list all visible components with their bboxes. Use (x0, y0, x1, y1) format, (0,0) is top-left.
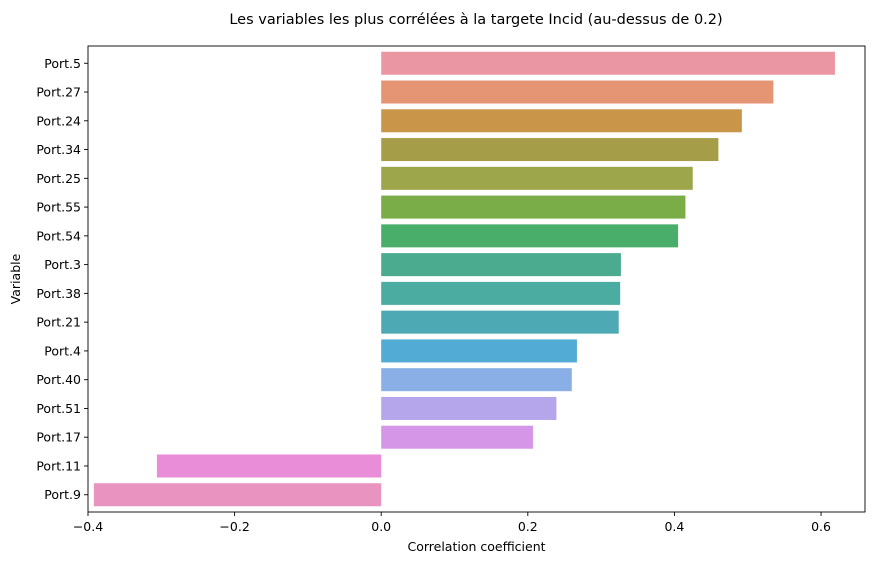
bar-port-5 (381, 51, 835, 75)
x-tick-label: 0.6 (811, 519, 831, 534)
bar-port-38 (381, 281, 621, 305)
y-tick-label: Port.38 (36, 286, 81, 301)
y-tick-label: Port.27 (36, 85, 81, 100)
bar-port-17 (381, 425, 533, 449)
bar-port-3 (381, 253, 621, 277)
y-tick-label: Port.25 (36, 171, 81, 186)
y-tick-label: Port.4 (44, 343, 81, 358)
bar-port-24 (381, 109, 742, 133)
y-tick-label: Port.21 (36, 315, 81, 330)
y-tick-label: Port.55 (36, 200, 81, 215)
bar-port-54 (381, 224, 679, 248)
x-axis-label: Correlation coefficient (407, 539, 545, 554)
x-axis-ticks: −0.4 −0.2 0.0 0.2 0.4 0.6 (73, 512, 831, 534)
bar-port-51 (381, 396, 557, 420)
y-axis-ticks: Port.5 Port.27 Port.24 Port.34 Port.25 Port.5… (36, 56, 88, 502)
x-tick-label: 0.4 (664, 519, 684, 534)
y-tick-label: Port.5 (44, 56, 81, 71)
bar-port-25 (381, 166, 693, 190)
y-tick-label: Port.34 (36, 142, 81, 157)
bar-port-27 (381, 80, 774, 104)
y-tick-label: Port.51 (36, 401, 81, 416)
y-axis-label: Variable (8, 253, 23, 304)
y-tick-label: Port.9 (44, 487, 81, 502)
bars-group (93, 51, 835, 507)
y-tick-label: Port.54 (36, 228, 81, 243)
y-tick-label: Port.11 (36, 458, 81, 473)
y-tick-label: Port.17 (36, 430, 81, 445)
y-tick-label: Port.24 (36, 113, 81, 128)
bar-port-9 (93, 483, 382, 507)
y-tick-label: Port.40 (36, 372, 81, 387)
bar-port-4 (381, 339, 577, 363)
bar-port-55 (381, 195, 686, 219)
y-tick-label: Port.3 (44, 257, 81, 272)
bar-port-34 (381, 138, 719, 162)
bar-port-40 (381, 368, 572, 392)
bar-port-21 (381, 310, 619, 334)
x-tick-label: −0.4 (73, 519, 103, 534)
plot-frame (87, 45, 866, 513)
x-tick-label: 0.0 (371, 519, 391, 534)
x-tick-label: 0.2 (518, 519, 538, 534)
bar-port-11 (156, 454, 382, 478)
chart-title: Les variables les plus corrélées à la ta… (229, 12, 722, 28)
x-tick-label: −0.2 (219, 519, 249, 534)
